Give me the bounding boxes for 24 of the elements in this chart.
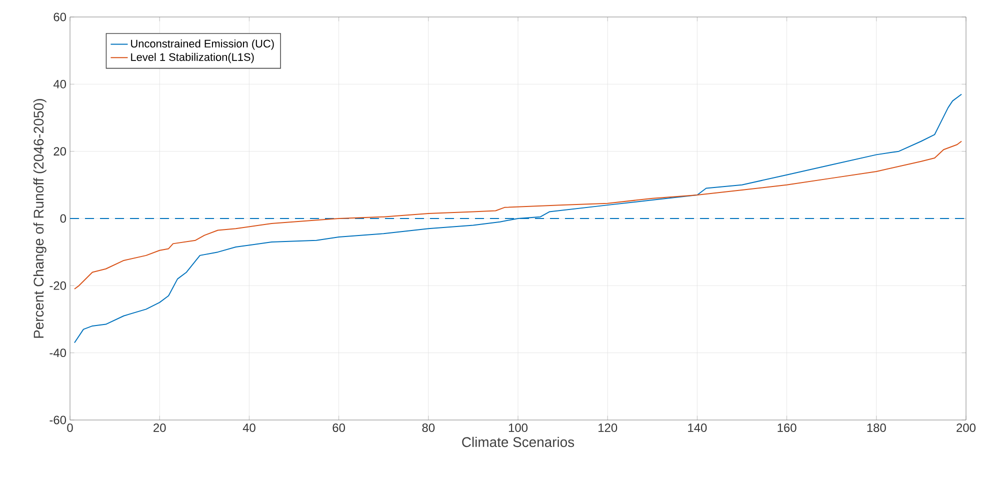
legend-label: Unconstrained Emission (UC) [131,39,274,50]
y-axis-title: Percent Change of Runoff (2046-2050) [33,98,46,338]
x-tick-label: 120 [598,424,618,432]
y-tick-label: 20 [54,147,66,156]
line-series [74,140,962,290]
y-tick-label: -40 [50,348,66,358]
x-tick-label: 0 [67,424,73,432]
y-tick-label: -20 [50,281,66,290]
x-tick-label: 160 [778,424,796,432]
x-tick-label: 200 [956,424,976,432]
x-tick-label: 80 [422,424,435,432]
y-tick-label: 40 [53,80,66,88]
line-series [74,94,962,344]
x-tick-label: 60 [332,424,345,432]
x-tick-label: 180 [867,424,886,432]
x-tick-label: 40 [242,424,256,432]
x-axis-title: Climate Scenarios [462,436,574,448]
x-tick-label: 100 [508,424,528,432]
y-tick-label: 0 [60,214,66,223]
x-tick-label: 140 [688,424,707,432]
y-tick-label: -60 [50,416,66,424]
y-tick-label: 60 [54,12,66,22]
x-tick-label: 20 [154,424,166,432]
legend-label: Level 1 Stabilization(L1S) [131,52,254,64]
